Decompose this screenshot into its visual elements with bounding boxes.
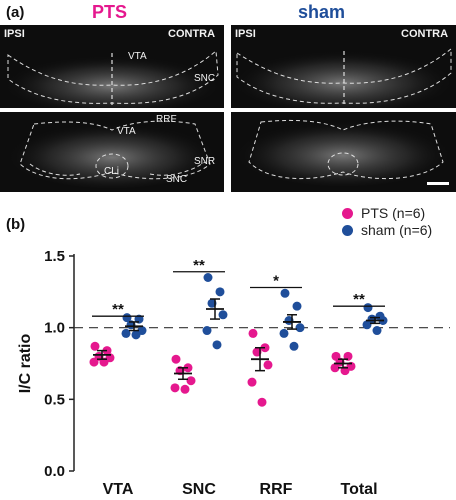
panel-a-label: (a) [6, 4, 25, 21]
micrograph-sham-bottom [231, 112, 456, 192]
data-point [218, 310, 228, 320]
pts-title: PTS [92, 2, 128, 22]
data-point [89, 357, 99, 367]
data-point [362, 320, 372, 330]
label-rrf: RRF [156, 114, 177, 125]
legend-sham-label: sham (n=6) [361, 222, 433, 238]
y-tick-label: 0.0 [44, 463, 65, 480]
data-point [247, 377, 257, 387]
label-snc-bottom: SNC [166, 174, 188, 185]
micrograph-sham-top: IPSI CONTRA [231, 25, 456, 108]
legend-pts-marker [342, 207, 353, 219]
significance-label: * [273, 273, 279, 290]
data-point [295, 323, 305, 333]
label-snr: SNR [194, 156, 216, 167]
data-point [90, 341, 100, 351]
y-tick-label: 1.5 [44, 248, 65, 265]
x-tick-label: VTA [103, 481, 134, 498]
y-tick-label: 1.0 [44, 320, 65, 337]
data-point [171, 354, 181, 364]
x-tick-label: RRF [260, 481, 293, 498]
legend-pts-label: PTS (n=6) [361, 205, 426, 221]
micrograph-pts-bottom: RRF VTA SNR CLi SNC [0, 112, 224, 192]
label-ipsi: IPSI [4, 28, 25, 40]
data-point [215, 287, 225, 297]
y-tick-label: 0.5 [44, 391, 65, 408]
data-point [257, 397, 267, 407]
data-point [212, 340, 222, 350]
data-point [330, 363, 340, 373]
significance-label: ** [112, 301, 124, 318]
label-ipsi-sham: IPSI [235, 28, 256, 40]
data-point [279, 328, 289, 338]
significance-label: ** [193, 257, 205, 274]
legend-pts: PTS (n=6) [342, 205, 425, 221]
label-cli: CLi [104, 166, 120, 177]
label-contra: CONTRA [168, 28, 216, 40]
data-point [131, 330, 141, 340]
data-point [363, 303, 373, 313]
scale-bar [427, 182, 449, 185]
data-point [248, 328, 258, 338]
x-tick-label: Total [340, 481, 377, 498]
data-point [180, 384, 190, 394]
data-point [202, 326, 212, 336]
data-point [280, 288, 290, 298]
data-point [122, 313, 132, 323]
data-point [263, 360, 273, 370]
data-point [121, 328, 131, 338]
label-vta-bottom: VTA [117, 126, 136, 137]
legend-sham: sham (n=6) [342, 222, 432, 238]
y-axis-label: I/C ratio [17, 333, 34, 393]
legend-sham-marker [342, 224, 353, 236]
significance-label: ** [353, 291, 365, 308]
label-contra-sham: CONTRA [401, 28, 449, 40]
data-point [292, 301, 302, 311]
x-tick-label: SNC [182, 481, 216, 498]
label-vta: VTA [128, 51, 147, 62]
data-point [289, 341, 299, 351]
panel-b-label: (b) [6, 216, 26, 233]
label-snc: SNC [194, 73, 216, 84]
data-point [170, 383, 180, 393]
data-point [203, 273, 213, 282]
micrograph-pts-top: IPSI CONTRA VTA SNC [0, 25, 224, 108]
data-point [372, 326, 382, 336]
data-point [186, 376, 196, 386]
sham-title: sham [298, 2, 346, 22]
